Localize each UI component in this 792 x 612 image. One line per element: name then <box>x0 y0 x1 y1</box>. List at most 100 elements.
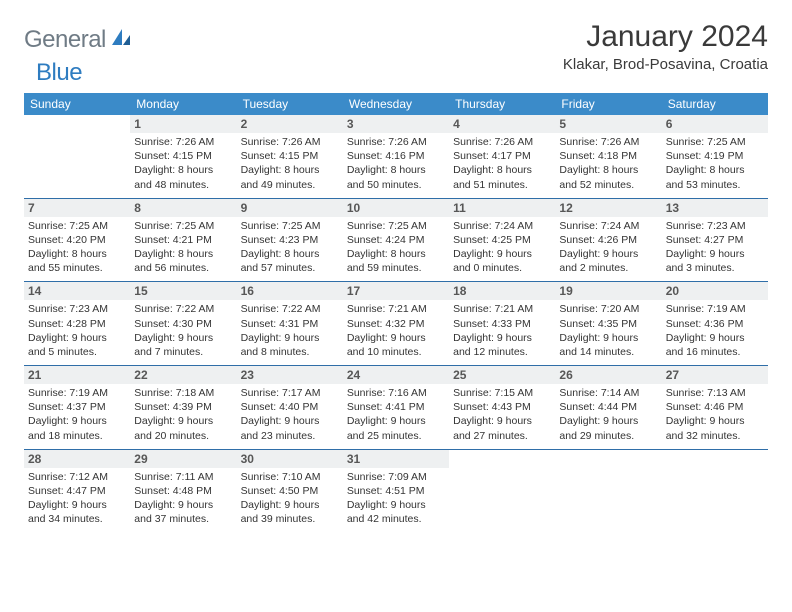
day-details: Sunrise: 7:15 AMSunset: 4:43 PMDaylight:… <box>453 386 551 443</box>
day-details: Sunrise: 7:25 AMSunset: 4:19 PMDaylight:… <box>666 135 764 192</box>
day-details: Sunrise: 7:20 AMSunset: 4:35 PMDaylight:… <box>559 302 657 359</box>
weekday-header: Saturday <box>662 93 768 115</box>
calendar-cell: 18Sunrise: 7:21 AMSunset: 4:33 PMDayligh… <box>449 282 555 366</box>
day-details: Sunrise: 7:23 AMSunset: 4:27 PMDaylight:… <box>666 219 764 276</box>
day-details: Sunrise: 7:12 AMSunset: 4:47 PMDaylight:… <box>28 470 126 527</box>
day-details: Sunrise: 7:25 AMSunset: 4:20 PMDaylight:… <box>28 219 126 276</box>
day-details: Sunrise: 7:22 AMSunset: 4:30 PMDaylight:… <box>134 302 232 359</box>
day-details: Sunrise: 7:18 AMSunset: 4:39 PMDaylight:… <box>134 386 232 443</box>
calendar-cell: 2 Sunrise: 7:26 AMSunset: 4:15 PMDaylight… <box>237 115 343 198</box>
day-number: 3 <box>343 115 449 133</box>
day-number: 1 <box>130 115 236 133</box>
day-number: 13 <box>662 199 768 217</box>
day-details: Sunrise: 7:19 AMSunset: 4:37 PMDaylight:… <box>28 386 126 443</box>
brand-name-b: Blue <box>36 59 82 87</box>
day-details: Sunrise: 7:26 AMSunset: 4:15 PMDaylight:… <box>134 135 232 192</box>
calendar-cell: 16 Sunrise: 7:22 AMSunset: 4:31 PMDayligh… <box>237 282 343 366</box>
day-details: Sunrise: 7:23 AMSunset: 4:28 PMDaylight:… <box>28 302 126 359</box>
weekday-header: Thursday <box>449 93 555 115</box>
day-number: 14 <box>24 282 130 300</box>
calendar-cell: .. <box>662 449 768 532</box>
calendar-cell: 12 Sunrise: 7:24 AMSunset: 4:26 PMDayligh… <box>555 198 661 282</box>
day-number: 21 <box>24 366 130 384</box>
weekday-header: Wednesday <box>343 93 449 115</box>
day-number: 9 <box>237 199 343 217</box>
calendar-cell: .. <box>555 449 661 532</box>
calendar-cell: 10 Sunrise: 7:25 AMSunset: 4:24 PMDayligh… <box>343 198 449 282</box>
calendar-cell: 1 Sunrise: 7:26 AMSunset: 4:15 PMDaylight… <box>130 115 236 198</box>
day-details: Sunrise: 7:09 AMSunset: 4:51 PMDaylight:… <box>347 470 445 527</box>
day-number: 15 <box>130 282 236 300</box>
day-number: 11 <box>449 199 555 217</box>
day-details: Sunrise: 7:13 AMSunset: 4:46 PMDaylight:… <box>666 386 764 443</box>
calendar-cell: 29 Sunrise: 7:11 AMSunset: 4:48 PMDayligh… <box>130 449 236 532</box>
calendar-cell: 27 Sunrise: 7:13 AMSunset: 4:46 PMDayligh… <box>662 366 768 450</box>
day-details: Sunrise: 7:22 AMSunset: 4:31 PMDaylight:… <box>241 302 339 359</box>
day-details: Sunrise: 7:25 AMSunset: 4:24 PMDaylight:… <box>347 219 445 276</box>
day-number: 19 <box>555 282 661 300</box>
brand-name-a: General <box>24 26 106 54</box>
calendar-cell: 19 Sunrise: 7:20 AMSunset: 4:35 PMDayligh… <box>555 282 661 366</box>
calendar-cell: 3 Sunrise: 7:26 AMSunset: 4:16 PMDaylight… <box>343 115 449 198</box>
day-details: Sunrise: 7:17 AMSunset: 4:40 PMDaylight:… <box>241 386 339 443</box>
day-details: Sunrise: 7:11 AMSunset: 4:48 PMDaylight:… <box>134 470 232 527</box>
calendar-cell: 28 Sunrise: 7:12 AMSunset: 4:47 PMDayligh… <box>24 449 130 532</box>
day-number: 16 <box>237 282 343 300</box>
day-number: 24 <box>343 366 449 384</box>
calendar-cell: 11 Sunrise: 7:24 AMSunset: 4:25 PMDayligh… <box>449 198 555 282</box>
day-number: 12 <box>555 199 661 217</box>
calendar-cell: 22 Sunrise: 7:18 AMSunset: 4:39 PMDayligh… <box>130 366 236 450</box>
calendar-cell: .. <box>449 449 555 532</box>
brand-logo: General <box>24 26 136 54</box>
calendar-cell: 20 Sunrise: 7:19 AMSunset: 4:36 PMDayligh… <box>662 282 768 366</box>
day-number: 4 <box>449 115 555 133</box>
day-number: 20 <box>662 282 768 300</box>
calendar-cell: 31 Sunrise: 7:09 AMSunset: 4:51 PMDayligh… <box>343 449 449 532</box>
calendar-cell: 4 Sunrise: 7:26 AMSunset: 4:17 PMDaylight… <box>449 115 555 198</box>
day-number: 6 <box>662 115 768 133</box>
day-number: 30 <box>237 450 343 468</box>
calendar-cell: 30Sunrise: 7:10 AMSunset: 4:50 PMDayligh… <box>237 449 343 532</box>
day-details: Sunrise: 7:25 AMSunset: 4:23 PMDaylight:… <box>241 219 339 276</box>
day-details: Sunrise: 7:26 AMSunset: 4:16 PMDaylight:… <box>347 135 445 192</box>
sail-icon <box>110 27 132 54</box>
day-details: Sunrise: 7:24 AMSunset: 4:26 PMDaylight:… <box>559 219 657 276</box>
day-number: 28 <box>24 450 130 468</box>
day-number: 10 <box>343 199 449 217</box>
calendar-cell: 6 Sunrise: 7:25 AMSunset: 4:19 PMDaylight… <box>662 115 768 198</box>
calendar-cell: 26Sunrise: 7:14 AMSunset: 4:44 PMDayligh… <box>555 366 661 450</box>
day-number: 8 <box>130 199 236 217</box>
day-details: Sunrise: 7:26 AMSunset: 4:17 PMDaylight:… <box>453 135 551 192</box>
day-number: 23 <box>237 366 343 384</box>
calendar-table: SundayMondayTuesdayWednesdayThursdayFrid… <box>24 93 768 532</box>
calendar-cell: 7 Sunrise: 7:25 AMSunset: 4:20 PMDaylight… <box>24 198 130 282</box>
calendar-cell: 25 Sunrise: 7:15 AMSunset: 4:43 PMDayligh… <box>449 366 555 450</box>
day-number: 7 <box>24 199 130 217</box>
calendar-cell: 14 Sunrise: 7:23 AMSunset: 4:28 PMDayligh… <box>24 282 130 366</box>
calendar-cell: 17 Sunrise: 7:21 AMSunset: 4:32 PMDayligh… <box>343 282 449 366</box>
day-number: 29 <box>130 450 236 468</box>
calendar-cell: 23 Sunrise: 7:17 AMSunset: 4:40 PMDayligh… <box>237 366 343 450</box>
day-number: 18 <box>449 282 555 300</box>
calendar-cell: 8 Sunrise: 7:25 AMSunset: 4:21 PMDaylight… <box>130 198 236 282</box>
day-details: Sunrise: 7:26 AMSunset: 4:15 PMDaylight:… <box>241 135 339 192</box>
day-number: 2 <box>237 115 343 133</box>
day-details: Sunrise: 7:16 AMSunset: 4:41 PMDaylight:… <box>347 386 445 443</box>
weekday-header: Monday <box>130 93 236 115</box>
month-title: January 2024 <box>563 20 768 54</box>
day-details: Sunrise: 7:25 AMSunset: 4:21 PMDaylight:… <box>134 219 232 276</box>
day-number: 27 <box>662 366 768 384</box>
day-number: 17 <box>343 282 449 300</box>
calendar-cell: 15 Sunrise: 7:22 AMSunset: 4:30 PMDayligh… <box>130 282 236 366</box>
day-details: Sunrise: 7:19 AMSunset: 4:36 PMDaylight:… <box>666 302 764 359</box>
calendar-cell: .. <box>24 115 130 198</box>
day-number: 31 <box>343 450 449 468</box>
day-details: Sunrise: 7:14 AMSunset: 4:44 PMDaylight:… <box>559 386 657 443</box>
day-details: Sunrise: 7:21 AMSunset: 4:32 PMDaylight:… <box>347 302 445 359</box>
calendar-cell: 5Sunrise: 7:26 AMSunset: 4:18 PMDaylight… <box>555 115 661 198</box>
day-number: 22 <box>130 366 236 384</box>
day-details: Sunrise: 7:26 AMSunset: 4:18 PMDaylight:… <box>559 135 657 192</box>
day-details: Sunrise: 7:24 AMSunset: 4:25 PMDaylight:… <box>453 219 551 276</box>
day-number: 25 <box>449 366 555 384</box>
weekday-header: Sunday <box>24 93 130 115</box>
